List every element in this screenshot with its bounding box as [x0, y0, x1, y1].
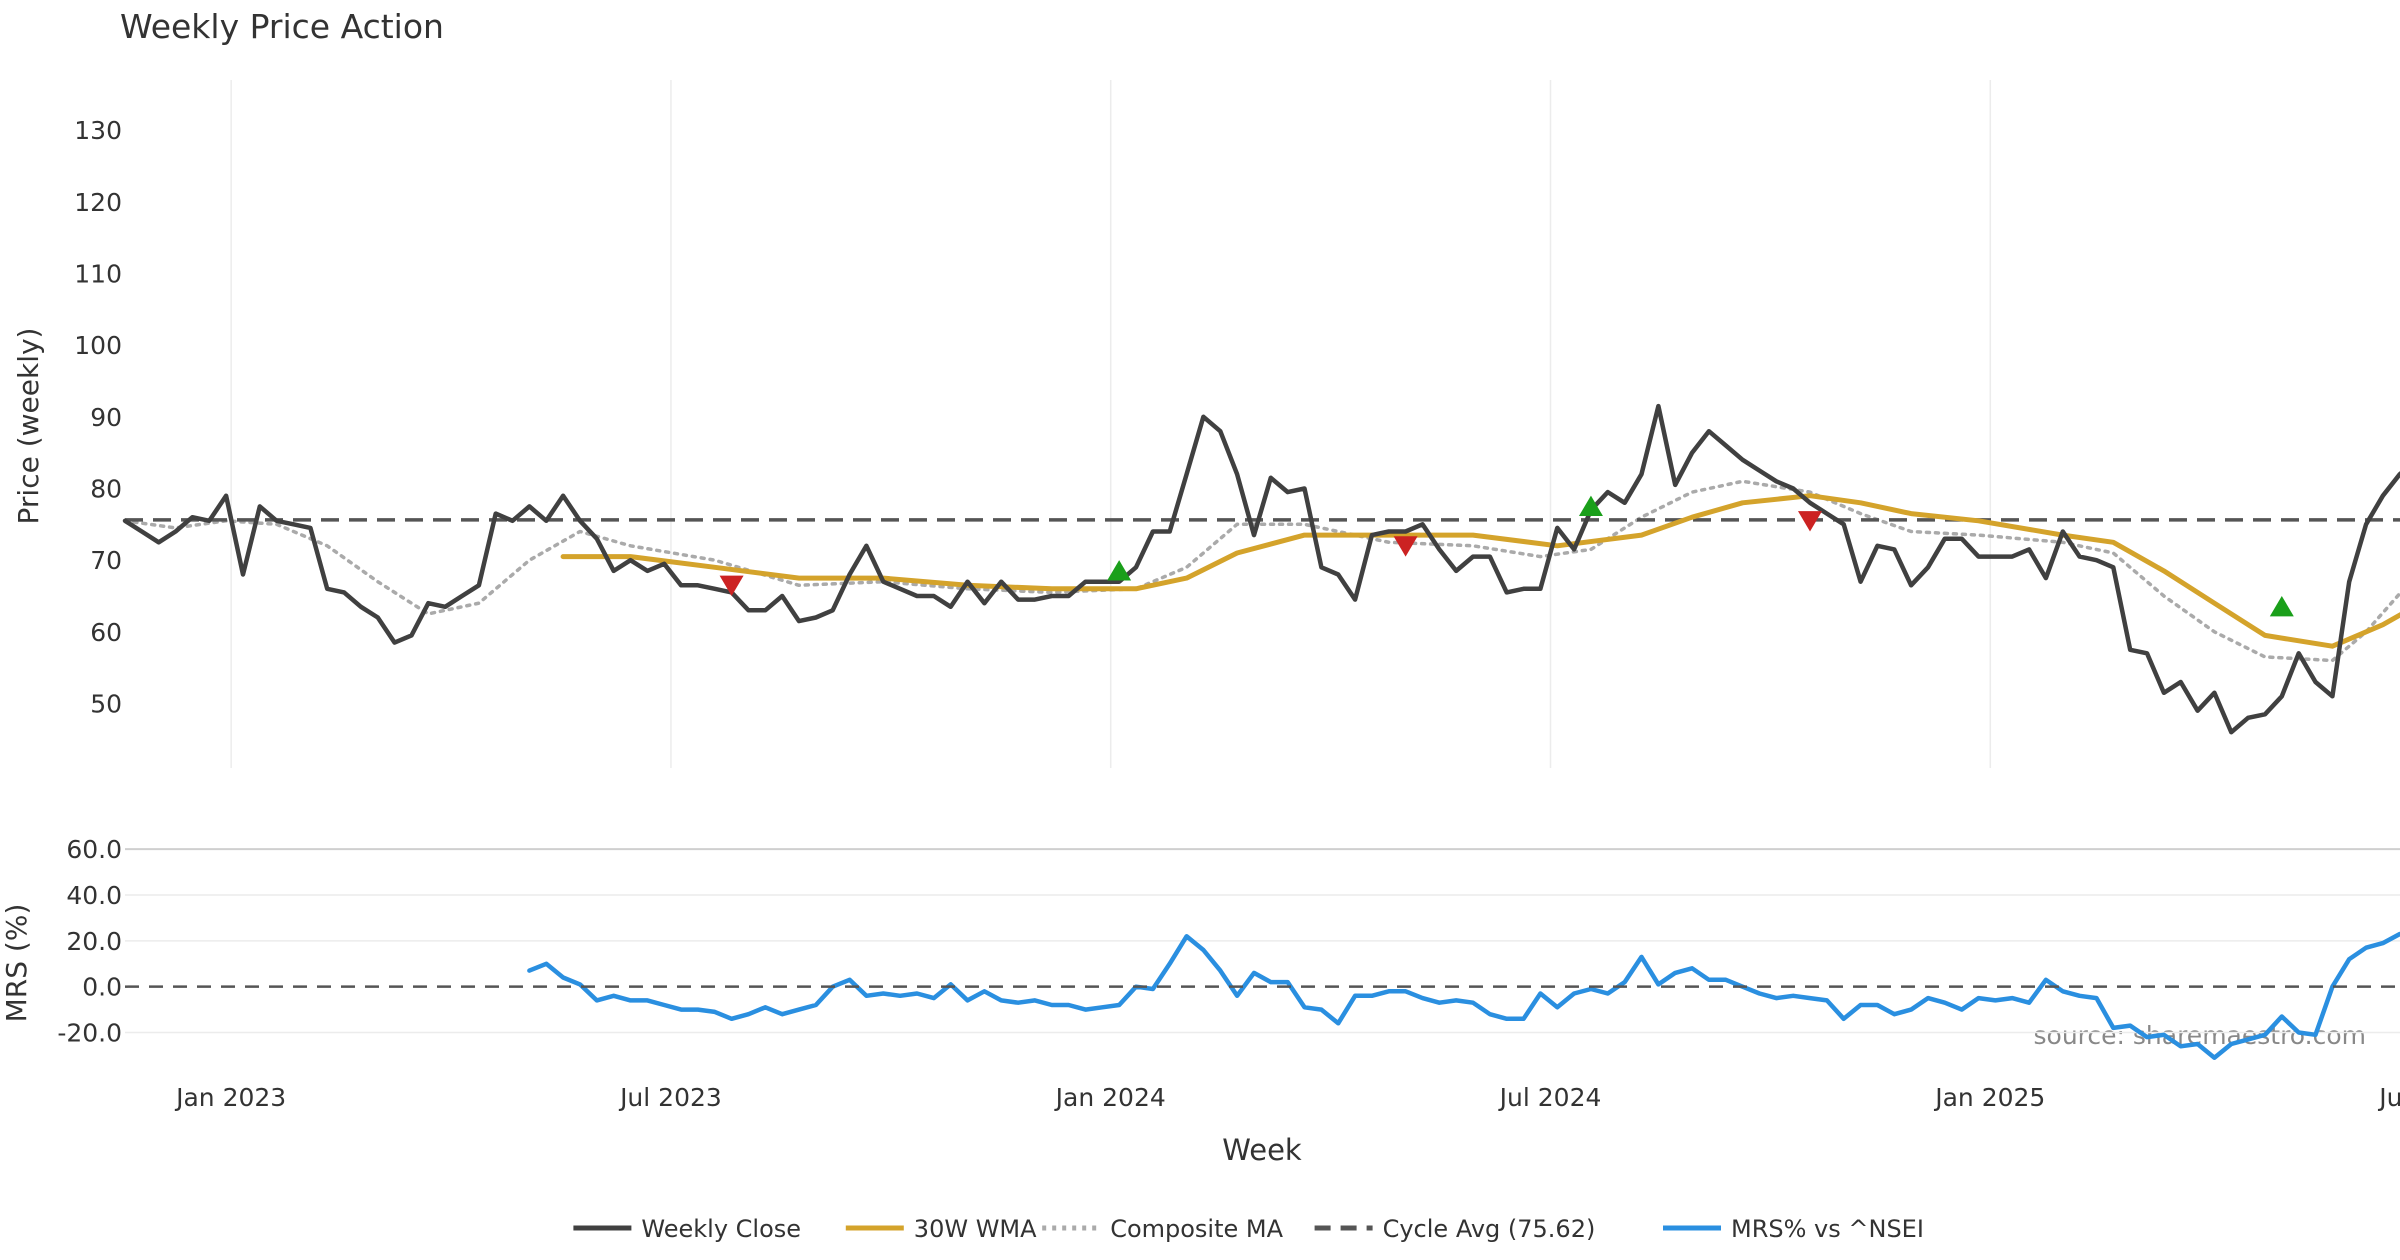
legend-label-1: 30W WMA: [914, 1215, 1037, 1243]
mrs-y-ticks: 60.0 40.0 20.0 0.0 -20.0: [57, 835, 122, 1047]
price-y-tick-6: 110: [74, 260, 122, 289]
price-y-tick-5: 100: [74, 331, 122, 360]
chart-title: Weekly Price Action: [120, 7, 444, 46]
legend-item-4: MRS% vs ^NSEI: [1663, 1215, 1924, 1243]
price-y-tick-4: 90: [90, 403, 122, 432]
legend-label-0: Weekly Close: [641, 1215, 801, 1243]
mrs-y-axis-label: MRS (%): [0, 904, 33, 1023]
x-ticks: Jan 2023 Jul 2023 Jan 2024 Jul 2024 Jan 2025…: [174, 1083, 2400, 1112]
legend-item-3: Cycle Avg (75.62): [1314, 1215, 1596, 1243]
legend: Weekly Close 30W WMA Composite MA Cycle Avg…: [573, 1215, 1924, 1243]
buy-marker-1: [1107, 560, 1132, 581]
mrs-y-tick-2: 20.0: [66, 927, 122, 956]
mrs-y-tick-3: 0.0: [82, 973, 122, 1002]
sell-marker-2: [1393, 536, 1418, 557]
x-tick-3: Jul 2024: [1498, 1083, 1602, 1112]
x-tick-1: Jul 2023: [618, 1083, 722, 1112]
mrs-grid: [125, 848, 2400, 1034]
price-markers: [719, 495, 2294, 617]
series-30w-wma: [560, 493, 2400, 649]
price-y-tick-1: 60: [90, 618, 122, 647]
mrs-y-tick-4: -20.0: [57, 1019, 122, 1048]
legend-item-0: Weekly Close: [573, 1215, 801, 1243]
series-weekly-close: [122, 403, 2400, 735]
buy-marker-3: [1578, 495, 1603, 517]
legend-item-1: 30W WMA: [845, 1215, 1037, 1243]
price-y-tick-2: 70: [90, 546, 122, 575]
price-y-tick-0: 50: [90, 690, 122, 719]
mrs-y-tick-1: 40.0: [66, 881, 122, 910]
price-grid: [230, 80, 1992, 768]
legend-label-3: Cycle Avg (75.62): [1383, 1215, 1596, 1243]
price-y-ticks: 50 60 70 80 90 100 110 120 130: [74, 116, 122, 718]
price-y-tick-8: 130: [74, 116, 122, 145]
price-y-tick-3: 80: [90, 475, 122, 504]
series-composite-ma: [123, 479, 2400, 663]
x-tick-5: Jul 2025: [2377, 1083, 2400, 1112]
x-tick-0: Jan 2023: [174, 1083, 286, 1112]
mrs-y-tick-0: 60.0: [66, 835, 122, 864]
price-y-tick-7: 120: [74, 188, 122, 217]
x-axis-label: Week: [1222, 1133, 1302, 1167]
x-tick-2: Jan 2024: [1054, 1083, 1166, 1112]
legend-item-2: Composite MA: [1042, 1215, 1284, 1243]
sell-marker-0: [719, 575, 744, 597]
mrs-series: [125, 931, 2400, 1060]
price-y-axis-label: Price (weekly): [12, 328, 45, 525]
series-mrs-vs-nsei: [527, 931, 2400, 1060]
legend-label-4: MRS% vs ^NSEI: [1731, 1215, 1924, 1243]
legend-label-2: Composite MA: [1110, 1215, 1283, 1243]
price-series: [122, 403, 2400, 735]
buy-marker-5: [2269, 595, 2294, 617]
sell-marker-4: [1798, 511, 1822, 532]
x-tick-4: Jan 2025: [1933, 1083, 2045, 1112]
